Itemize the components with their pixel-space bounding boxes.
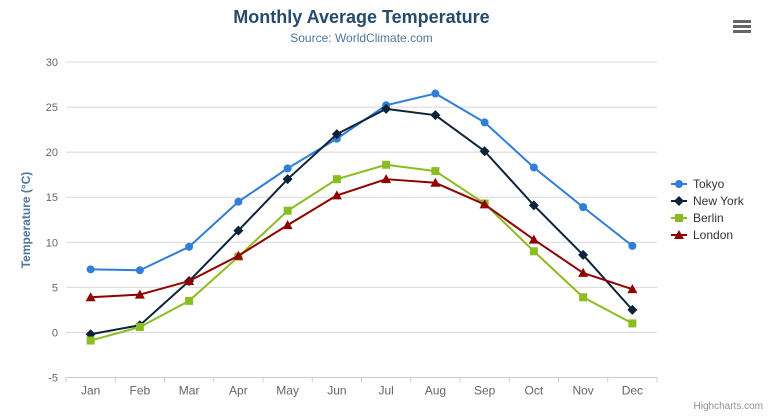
data-point-square[interactable] xyxy=(283,206,292,215)
x-tick-label: Nov xyxy=(572,384,593,398)
data-point-square[interactable] xyxy=(332,175,341,184)
data-point-diamond[interactable] xyxy=(282,174,293,185)
data-point-diamond[interactable] xyxy=(578,249,589,260)
data-point-square[interactable] xyxy=(529,247,538,256)
legend: Tokyo New York Berlin London xyxy=(671,177,745,242)
y-tick-label: 5 xyxy=(52,282,58,294)
y-tick-label: 15 xyxy=(46,192,58,204)
y-tick-label: 30 xyxy=(46,57,58,69)
legend-label: New York xyxy=(693,194,745,208)
x-tick-label: Jul xyxy=(378,384,393,398)
data-point-circle[interactable] xyxy=(529,163,538,172)
series-line-berlin xyxy=(89,163,634,342)
data-point-square[interactable] xyxy=(579,293,588,302)
series-line-tokyo xyxy=(89,92,634,272)
x-tick-label: Aug xyxy=(425,384,446,398)
data-point-square[interactable] xyxy=(431,167,440,176)
data-point-triangle[interactable] xyxy=(381,174,392,184)
data-point-circle[interactable] xyxy=(431,89,440,98)
data-point-diamond[interactable] xyxy=(233,225,244,236)
data-point-triangle[interactable] xyxy=(430,177,441,187)
data-point-diamond[interactable] xyxy=(627,304,638,315)
data-point-triangle[interactable] xyxy=(233,250,244,260)
x-tick-label: Sep xyxy=(474,384,496,398)
data-point-square[interactable] xyxy=(135,323,144,332)
series-london xyxy=(85,174,638,302)
data-point-triangle[interactable] xyxy=(528,234,539,244)
x-tick-label: Jan xyxy=(81,384,100,398)
legend-label: London xyxy=(693,228,733,242)
legend-item-new-york[interactable]: New York xyxy=(671,194,745,208)
legend-label: Tokyo xyxy=(693,177,725,191)
y-tick-label: 0 xyxy=(52,327,58,339)
credits-link[interactable]: Highcharts.com xyxy=(693,401,763,412)
data-point-circle[interactable] xyxy=(86,265,95,274)
data-point-diamond[interactable] xyxy=(528,200,539,211)
data-point-triangle[interactable] xyxy=(184,276,195,286)
x-tick-label: Jun xyxy=(327,384,346,398)
series-group xyxy=(85,89,638,345)
gridlines-group: -5 0 5 10 15 20 25 30 xyxy=(46,57,657,385)
data-point-square xyxy=(675,214,683,222)
y-tick-label: -5 xyxy=(48,373,58,385)
series-berlin xyxy=(86,160,637,345)
data-point-diamond xyxy=(674,196,684,206)
data-point-circle[interactable] xyxy=(480,118,489,127)
data-point-circle[interactable] xyxy=(234,197,243,206)
data-point-diamond[interactable] xyxy=(381,103,392,114)
x-tick-label: Oct xyxy=(525,384,544,398)
x-tick-label: Mar xyxy=(179,384,200,398)
data-point-triangle[interactable] xyxy=(282,220,293,230)
data-point-diamond[interactable] xyxy=(479,146,490,157)
data-point-diamond[interactable] xyxy=(430,110,441,121)
series-line-new-york xyxy=(89,107,634,336)
legend-item-berlin[interactable]: Berlin xyxy=(671,211,724,225)
data-point-diamond[interactable] xyxy=(331,129,342,140)
data-point-circle[interactable] xyxy=(283,164,292,173)
data-point-circle[interactable] xyxy=(579,203,588,212)
series-line-london xyxy=(89,178,634,299)
data-point-triangle[interactable] xyxy=(85,292,96,302)
data-point-circle xyxy=(675,180,683,188)
chart-subtitle: Source: WorldClimate.com xyxy=(290,31,433,45)
data-point-triangle[interactable] xyxy=(479,199,490,209)
x-axis-group: Jan Feb Mar Apr May Jun Jul Aug Sep Oct Nov Dec xyxy=(65,377,658,398)
data-point-triangle[interactable] xyxy=(331,190,342,200)
series-new-york xyxy=(85,103,638,340)
data-point-square[interactable] xyxy=(185,296,194,305)
data-point-circle[interactable] xyxy=(135,266,144,275)
legend-item-tokyo[interactable]: Tokyo xyxy=(671,177,725,191)
series-tokyo xyxy=(86,89,637,275)
chart-title: Monthly Average Temperature xyxy=(233,7,490,27)
data-point-square[interactable] xyxy=(382,160,391,169)
y-tick-label: 10 xyxy=(46,237,58,249)
data-point-square[interactable] xyxy=(628,319,637,328)
y-tick-label: 25 xyxy=(46,102,58,114)
data-point-square[interactable] xyxy=(86,336,95,345)
legend-label: Berlin xyxy=(693,211,724,225)
data-point-triangle[interactable] xyxy=(627,284,638,294)
x-tick-label: Dec xyxy=(622,384,643,398)
data-point-triangle[interactable] xyxy=(134,289,145,299)
hamburger-menu-icon xyxy=(733,19,751,33)
data-point-triangle xyxy=(674,230,684,239)
data-point-triangle[interactable] xyxy=(578,267,589,277)
data-point-circle[interactable] xyxy=(185,242,194,251)
x-tick-label: Apr xyxy=(229,384,248,398)
legend-item-london[interactable]: London xyxy=(671,228,733,242)
chart-context-menu-button[interactable] xyxy=(729,15,755,37)
data-point-circle[interactable] xyxy=(628,241,637,250)
y-tick-label: 20 xyxy=(46,147,58,159)
x-tick-label: Feb xyxy=(130,384,151,398)
x-tick-label: May xyxy=(276,384,299,398)
